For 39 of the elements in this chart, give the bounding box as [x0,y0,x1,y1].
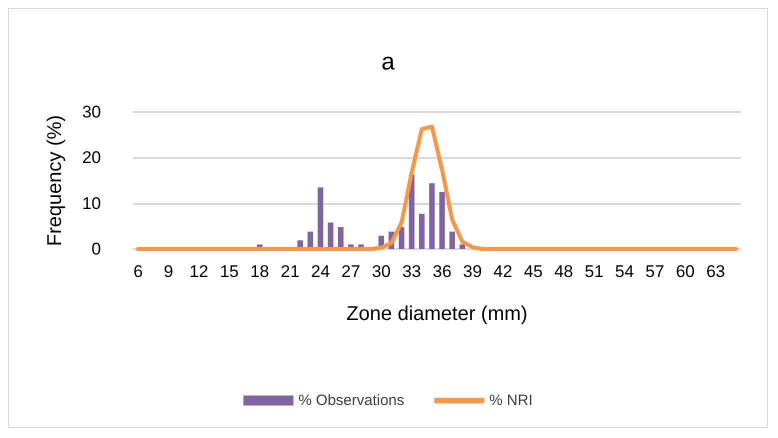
x-tick-label: 21 [280,262,300,281]
x-tick-label: 36 [432,262,452,281]
x-tick-label: 63 [706,262,726,281]
x-tick-label: 48 [554,262,574,281]
x-tick-label: 18 [250,262,270,281]
bar [419,214,425,249]
bar [318,187,324,249]
y-tick-label: 20 [82,148,101,168]
x-tick-label: 9 [164,262,174,281]
x-tick-label: 15 [220,262,239,281]
bar [328,222,334,249]
y-tick-label: 0 [92,240,101,258]
chart-title: a [381,48,396,76]
bar [449,232,455,249]
x-tick-label: 30 [372,262,391,281]
bar [439,192,445,249]
x-tick-label: 24 [311,262,330,281]
x-tick-label: 33 [402,262,422,281]
y-tick-label: 30 [82,102,101,122]
bar [338,227,344,249]
line-series [136,124,738,251]
x-tick-label: 45 [524,262,543,281]
legend-label: % Observations [298,392,404,409]
x-tick-label: 54 [615,262,634,281]
bar [429,183,435,249]
x-tick-label: 51 [584,262,604,281]
x-tick-label: 39 [463,262,482,281]
x-tick-label: 57 [645,262,664,281]
legend-label: % NRI [489,392,533,409]
x-tick-label: 6 [133,262,143,281]
bar [398,227,404,249]
x-tick-label: 12 [189,262,208,281]
x-tick-label: 27 [341,262,360,281]
x-tick-label: 60 [676,262,695,281]
x-tick-label: 42 [493,262,512,281]
bar [460,244,466,249]
y-tick-label: 10 [82,194,101,213]
x-axis-title: Zone diameter (mm) [346,303,528,325]
y-axis-title: Frequency (%) [44,114,66,246]
